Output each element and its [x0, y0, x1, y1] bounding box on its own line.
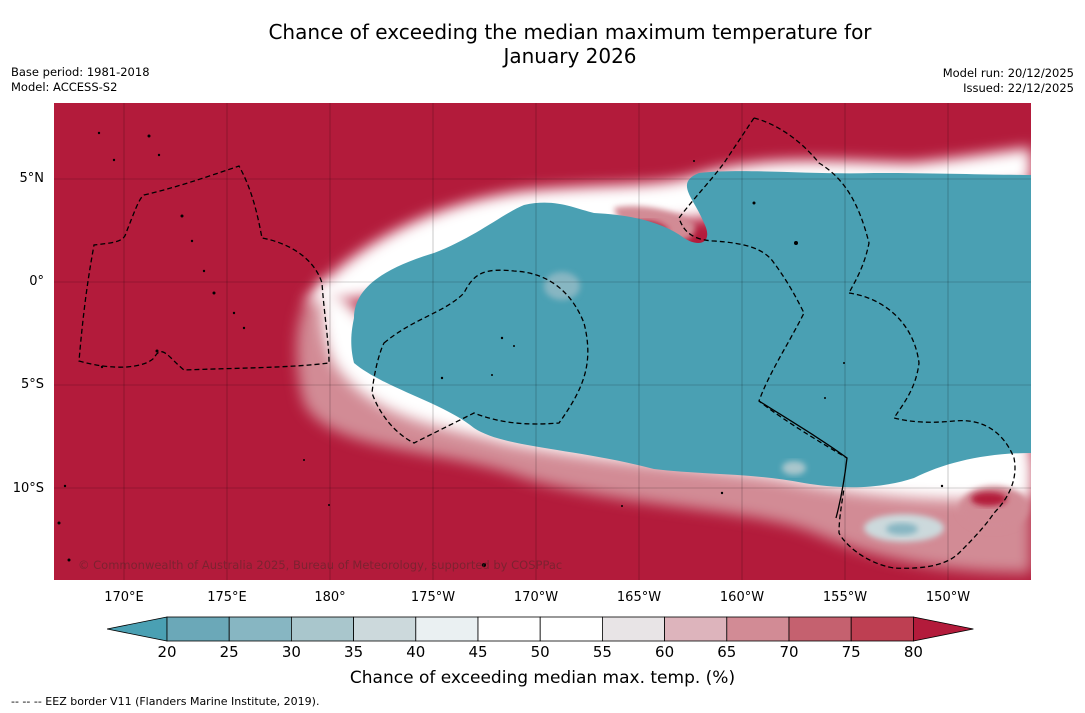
- colorbar-tick-40: 40: [406, 643, 426, 661]
- colorbar-bin-20-25: [166, 616, 230, 642]
- colorbar-tick-45: 45: [468, 643, 488, 661]
- lat-label-10s: 10°S: [12, 481, 44, 496]
- lon-label-180: 180°: [314, 590, 346, 605]
- eez-legend: -- -- -- EEZ border V11 (Flanders Marine…: [11, 695, 320, 708]
- colorbar-tick-25: 25: [219, 643, 239, 661]
- lon-label-175w: 175°W: [410, 590, 456, 605]
- colorbar-tick-20: 20: [157, 643, 177, 661]
- base-period: Base period: 1981-2018: [11, 65, 150, 79]
- colorbar-bin-50-55: [539, 616, 603, 642]
- lat-label-5s: 5°S: [20, 377, 44, 392]
- colorbar-label: Chance of exceeding median max. temp. (%…: [349, 668, 736, 688]
- copyright-text: © Commonwealth of Australia 2025, Bureau…: [78, 558, 563, 572]
- lat-label-5n: 5°N: [19, 171, 45, 186]
- colorbar-tick-35: 35: [344, 643, 364, 661]
- colorbar-bin-30-35: [290, 616, 354, 642]
- map-svg: [54, 103, 1031, 580]
- model-name: Model: ACCESS-S2: [11, 79, 118, 94]
- eez-line-islands-north: [753, 117, 870, 294]
- patch-30-south: [886, 523, 918, 535]
- colorbar-tick-70: 70: [779, 643, 799, 661]
- patch-80-southeast: [971, 492, 1007, 506]
- model-run: Model run: 20/12/2025: [942, 66, 1074, 80]
- lon-label-155w: 155°W: [822, 590, 868, 605]
- meta-right: Model run: 20/12/2025 Issued: 22/12/2025: [943, 66, 1074, 95]
- colorbar-tick-80: 80: [903, 643, 923, 661]
- lon-label-175e: 175°E: [207, 590, 247, 605]
- colorbar-tick-75: 75: [841, 643, 861, 661]
- colorbar-bin-40-45: [415, 616, 479, 642]
- colorbar-bin-25-30: [228, 616, 292, 642]
- probability-band-65: [296, 291, 1031, 573]
- map-panel: [54, 103, 1031, 580]
- below-median-region: [351, 171, 1031, 488]
- graticule: [54, 103, 1031, 580]
- colorbar-bin-45-50: [477, 616, 541, 642]
- colorbar-bin-60-65: [664, 616, 728, 642]
- colorbar-tick-65: 65: [717, 643, 737, 661]
- colorbar-over-triangle: [913, 616, 974, 642]
- lon-label-150w: 150°W: [925, 590, 971, 605]
- eez-line-islands-south: [838, 292, 1016, 569]
- issued-date: Issued: 22/12/2025: [963, 80, 1074, 95]
- colorbar-bin-75-80: [850, 616, 914, 642]
- colorbar: [106, 616, 977, 642]
- colorbar-tick-50: 50: [530, 643, 550, 661]
- lat-label-0: 0°: [29, 274, 44, 289]
- chart-title: Chance of exceeding the median maximum t…: [200, 20, 940, 68]
- meta-left: Base period: 1981-2018 Model: ACCESS-S2: [11, 65, 150, 94]
- colorbar-bin-35-40: [353, 616, 417, 642]
- eez-phoenix: [371, 269, 589, 444]
- lon-label-170w: 170°W: [513, 590, 559, 605]
- title-line-2: January 2026: [503, 44, 637, 68]
- colorbar-bin-70-75: [788, 616, 852, 642]
- colorbar-tick-60: 60: [655, 643, 675, 661]
- title-line-1: Chance of exceeding the median maximum t…: [268, 20, 872, 44]
- eez-solid-border: [758, 400, 848, 519]
- colorbar-under-triangle: [106, 616, 168, 642]
- patch-35-east: [782, 461, 806, 475]
- eez-kiribati-gilberts: [78, 165, 330, 371]
- colorbar-bin-55-60: [601, 616, 665, 642]
- lon-label-170e: 170°E: [104, 590, 144, 605]
- islands: [57, 131, 944, 567]
- colorbar-svg: [106, 616, 974, 642]
- colorbar-bin-65-70: [726, 616, 790, 642]
- colorbar-tick-30: 30: [281, 643, 301, 661]
- patch-35: [544, 272, 580, 300]
- lon-label-160w: 160°W: [719, 590, 765, 605]
- lon-label-165w: 165°W: [616, 590, 662, 605]
- colorbar-tick-55: 55: [592, 643, 612, 661]
